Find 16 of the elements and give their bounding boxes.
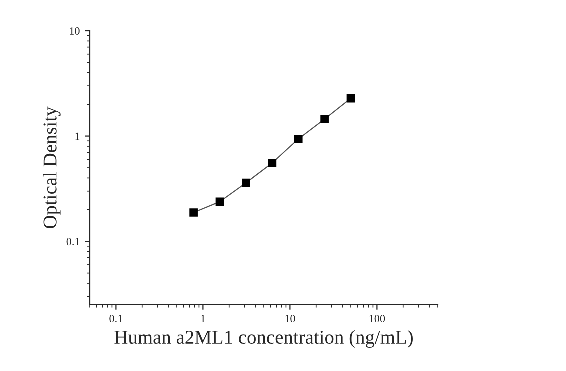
point <box>268 158 277 168</box>
x-tick-label: 100 <box>370 315 386 323</box>
y-tick-label: 0.1 <box>66 238 80 246</box>
point <box>294 134 303 144</box>
x-tick-label: 10 <box>286 315 296 323</box>
point <box>346 94 356 103</box>
x-tick-label: 1 <box>201 315 206 322</box>
point <box>190 208 198 217</box>
x-axis-title: Human a2ML1 concentration (ng/mL) <box>114 330 413 348</box>
y-axis-title: Optical Density <box>43 106 61 228</box>
y-tick-label: 10 <box>70 27 80 35</box>
y-tick-label: 1 <box>76 132 80 140</box>
point <box>242 178 250 188</box>
x-tick-label: 0.1 <box>110 315 122 323</box>
point <box>216 198 224 206</box>
point <box>320 115 329 124</box>
